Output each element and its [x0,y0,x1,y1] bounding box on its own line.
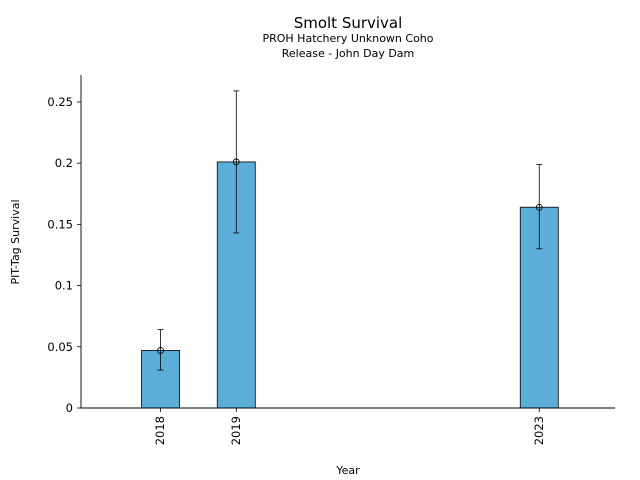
x-axis-label: Year [335,464,360,477]
y-tick-label: 0.1 [55,279,73,293]
x-tick-label: 2019 [229,416,243,445]
y-tick-label: 0.15 [47,217,73,231]
y-tick-label: 0.25 [47,95,73,109]
point-marker-2018 [157,347,164,354]
chart-title: Smolt Survival [294,14,403,32]
point-marker-2023 [535,203,543,211]
chart-subtitle-line-2: Release - John Day Dam [282,47,415,60]
plot-area: 0 0.05 0.1 0.15 0.2 0.25 2018 2019 2023 [47,75,615,445]
y-tick-label: 0 [66,401,73,415]
y-axis-label: PIT-Tag Survival [9,199,22,284]
chart-subtitle-line-1: PROH Hatchery Unknown Coho [262,32,433,45]
point-marker-2019 [232,158,240,166]
x-tick-label: 2023 [532,416,546,445]
y-tick-label: 0.2 [55,156,73,170]
y-tick-label: 0.05 [47,340,73,354]
x-tick-label: 2018 [153,416,167,445]
